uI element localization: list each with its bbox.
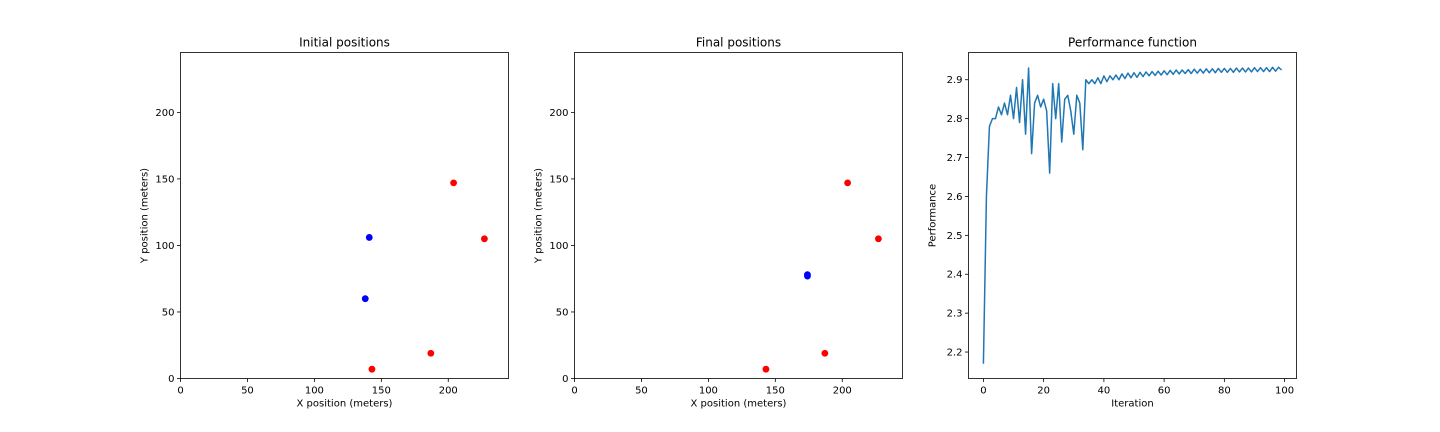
x-tick-label: 50: [635, 386, 648, 397]
y-tick-label: 2.8: [947, 114, 963, 125]
x-tick-label: 200: [439, 386, 458, 397]
plot-area: [762, 179, 882, 373]
x-tick-label: 60: [1158, 386, 1171, 397]
data-point-1-4: [368, 365, 376, 373]
y-axis-label: Performance: [928, 184, 939, 247]
x-tick-label: 0: [571, 386, 577, 397]
x-axis-label: Iteration: [1111, 399, 1153, 410]
chart-title: Initial positions: [299, 36, 390, 50]
x-tick-label: 150: [766, 386, 785, 397]
data-point-1-1: [844, 179, 852, 187]
y-axis-label: Y position (meters): [534, 168, 545, 264]
x-tick-label: 200: [833, 386, 852, 397]
chart-title: Performance function: [1068, 36, 1197, 50]
data-point-2-2: [804, 272, 811, 280]
y-tick-label: 2.7: [947, 153, 963, 164]
x-tick-label: 80: [1218, 386, 1231, 397]
y-tick-label: 2.3: [947, 309, 963, 320]
axes-frame: [574, 52, 903, 379]
y-tick-label: 50: [162, 307, 175, 318]
y-tick-label: 0: [168, 374, 174, 385]
y-tick-label: 100: [549, 241, 568, 252]
series-line-1: [982, 66, 1283, 364]
x-tick-label: 50: [241, 386, 254, 397]
y-tick-label: 50: [556, 307, 569, 318]
y-tick-label: 150: [549, 174, 568, 185]
data-point-1-4: [762, 365, 770, 373]
data-point-1-1: [450, 179, 458, 187]
y-tick-label: 2.4: [947, 270, 963, 281]
chart-2: 0 50 100 150 200 0 50 100 150 200 Final positions X…: [534, 36, 903, 410]
y-tick-label: 2.2: [947, 348, 963, 359]
x-tick-label: 40: [1098, 386, 1111, 397]
x-tick-label: 0: [980, 386, 986, 397]
chart-3: 0 20 40 60 80 100 2.2 2.3 2.4 2.5 2.6 2.7 2.8 2.9 Perf…: [928, 36, 1297, 410]
y-tick-label: 2.6: [947, 192, 963, 203]
x-tick-label: 150: [372, 386, 391, 397]
y-tick-label: 0: [562, 374, 568, 385]
y-tick-label: 150: [155, 174, 174, 185]
y-tick-label: 100: [155, 241, 174, 252]
y-tick-label: 2.5: [947, 231, 963, 242]
data-point-1-2: [875, 235, 882, 243]
data-point-2-2: [361, 295, 369, 303]
chart-1: 0 50 100 150 200 0 50 100 150 200 Initial position…: [140, 36, 509, 410]
x-tick-label: 20: [1037, 386, 1050, 397]
axes-frame: [180, 52, 509, 379]
x-tick-label: 100: [305, 386, 324, 397]
x-axis-label: X position (meters): [691, 399, 787, 410]
data-point-1-3: [427, 349, 435, 357]
data-point-2-1: [365, 234, 373, 241]
y-tick-label: 200: [155, 108, 174, 119]
data-point-1-3: [821, 349, 829, 357]
x-tick-label: 100: [1275, 386, 1294, 397]
chart-title: Final positions: [696, 36, 781, 50]
plot-area: [361, 179, 488, 373]
x-axis-label: X position (meters): [297, 399, 393, 410]
axes-frame: [968, 52, 1297, 379]
x-tick-label: 100: [699, 386, 718, 397]
data-point-1-2: [481, 235, 488, 243]
y-tick-label: 2.9: [947, 75, 963, 86]
x-tick-label: 0: [177, 386, 183, 397]
y-tick-label: 200: [549, 108, 568, 119]
plot-area: [982, 66, 1283, 364]
y-axis-label: Y position (meters): [140, 168, 151, 264]
